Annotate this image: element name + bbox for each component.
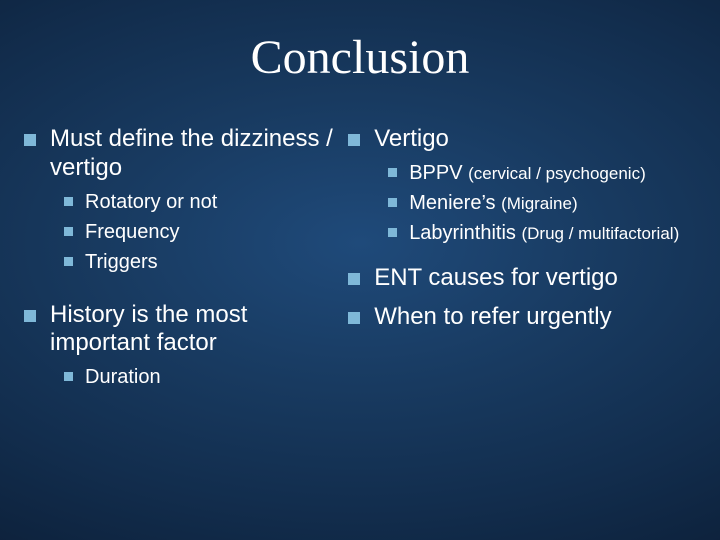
square-bullet-icon [348, 273, 360, 285]
left-item-1-sub-1: Rotatory or not [64, 189, 340, 215]
right-item-1-sub-1-text: BPPV (cervical / psychogenic) [409, 160, 646, 186]
left-item-1-sub-2: Frequency [64, 219, 340, 245]
right-item-1-sub-3: Labyrinthitis (Drug / multifactorial) [388, 220, 696, 246]
left-item-1-sub-1-text: Rotatory or not [85, 189, 217, 215]
right-item-1-text: Vertigo [374, 125, 449, 154]
slide-title: Conclusion [0, 0, 720, 95]
left-item-1-text: Must define the dizziness / vertigo [50, 125, 340, 183]
right-item-1-sub-2: Meniere’s (Migraine) [388, 190, 696, 216]
square-bullet-icon [388, 198, 397, 207]
square-bullet-icon [64, 227, 73, 236]
right-item-1: Vertigo [348, 125, 696, 154]
sub-note: (cervical / psychogenic) [468, 164, 646, 183]
right-item-3: When to refer urgently [348, 303, 696, 332]
square-bullet-icon [64, 372, 73, 381]
right-item-2-text: ENT causes for vertigo [374, 264, 618, 293]
content-columns: Must define the dizziness / vertigo Rota… [0, 95, 720, 394]
square-bullet-icon [388, 228, 397, 237]
square-bullet-icon [24, 310, 36, 322]
square-bullet-icon [348, 134, 360, 146]
right-item-1-sub-3-text: Labyrinthitis (Drug / multifactorial) [409, 220, 679, 246]
square-bullet-icon [24, 134, 36, 146]
left-item-1-sub-2-text: Frequency [85, 219, 180, 245]
left-item-2-text: History is the most important factor [50, 301, 340, 359]
left-item-2-sub-1: Duration [64, 364, 340, 390]
sub-main: BPPV [409, 162, 468, 184]
sub-main: Labyrinthitis [409, 222, 521, 244]
right-item-1-sub-2-text: Meniere’s (Migraine) [409, 190, 577, 216]
sub-main: Meniere’s [409, 192, 501, 214]
sub-note: (Migraine) [501, 194, 578, 213]
square-bullet-icon [64, 197, 73, 206]
left-item-2: History is the most important factor [24, 301, 340, 359]
right-item-2: ENT causes for vertigo [348, 264, 696, 293]
right-item-3-text: When to refer urgently [374, 303, 611, 332]
right-column: Vertigo BPPV (cervical / psychogenic) Me… [344, 115, 700, 394]
sub-note: (Drug / multifactorial) [521, 224, 679, 243]
right-item-1-sub-1: BPPV (cervical / psychogenic) [388, 160, 696, 186]
left-item-1-sub-3: Triggers [64, 249, 340, 275]
square-bullet-icon [348, 312, 360, 324]
square-bullet-icon [64, 257, 73, 266]
left-item-1: Must define the dizziness / vertigo [24, 125, 340, 183]
left-item-1-sub-3-text: Triggers [85, 249, 158, 275]
square-bullet-icon [388, 168, 397, 177]
left-column: Must define the dizziness / vertigo Rota… [20, 115, 344, 394]
left-item-2-sub-1-text: Duration [85, 364, 161, 390]
